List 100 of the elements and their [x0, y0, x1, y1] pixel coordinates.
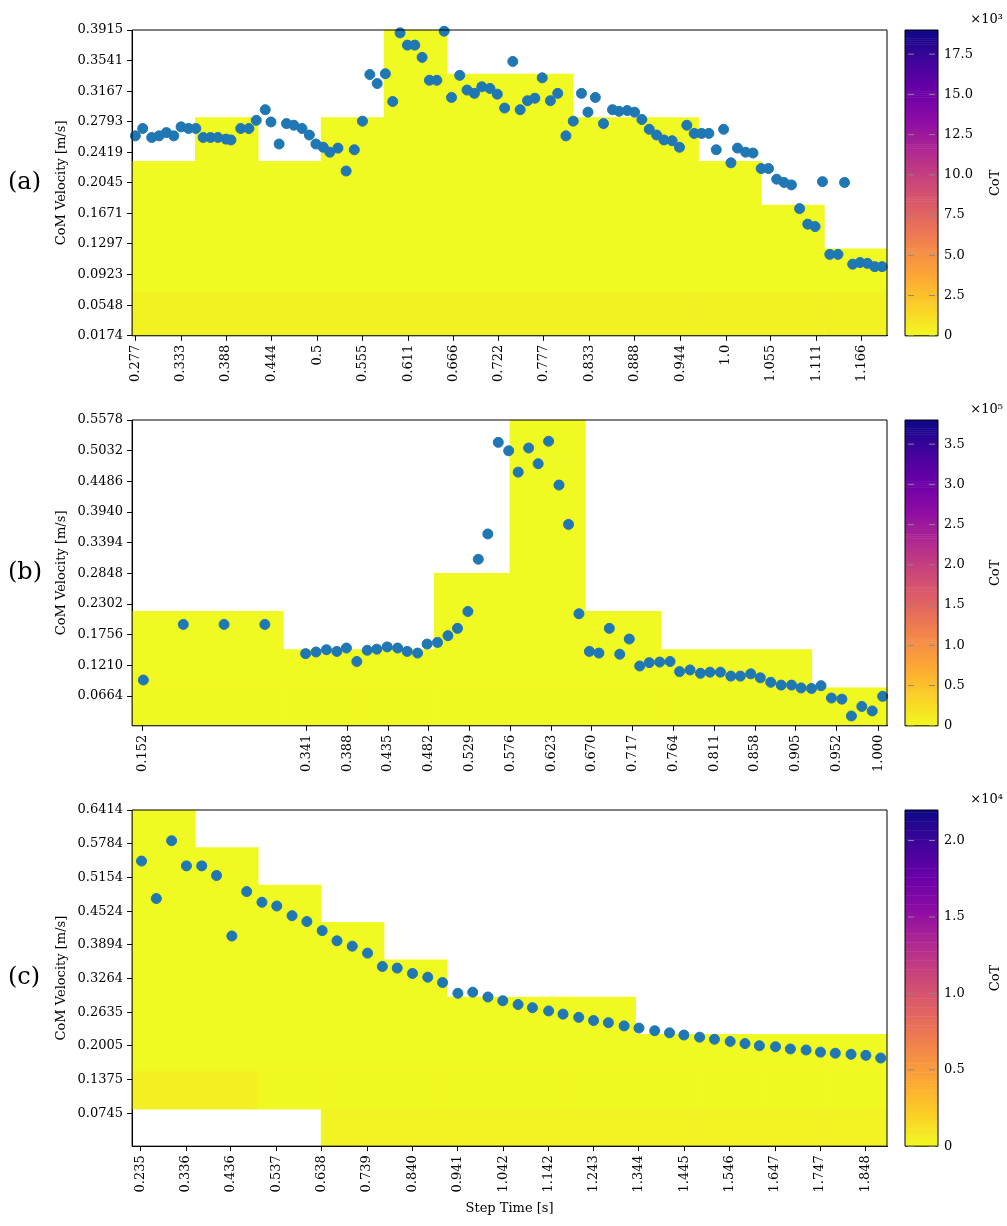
point [708, 1033, 720, 1045]
point [649, 1025, 661, 1037]
point [136, 855, 148, 867]
point [512, 999, 524, 1011]
color-bar-label: 7.5 [944, 206, 965, 222]
point [602, 1017, 614, 1029]
y-tick-label: 0.4524 [77, 902, 124, 918]
color-bar-label: 2.5 [944, 286, 965, 302]
point [316, 925, 328, 937]
color-bar-label: 0 [944, 1137, 953, 1153]
x-tick-label: 0.717 [624, 734, 640, 772]
x-tick-label: 1.647 [766, 1155, 782, 1193]
point [452, 987, 464, 999]
x-tick-label: 0.529 [461, 734, 476, 772]
x-tick-label: 1.055 [762, 344, 778, 382]
x-tick-label: 0.858 [746, 734, 762, 772]
x-tick-label: 0.336 [177, 1155, 193, 1193]
x-tick-label: 0.811 [705, 734, 721, 772]
point [362, 947, 374, 959]
y-tick-label: 0.2302 [77, 595, 124, 611]
y-axis-title: CoM Velocity [m/s] [53, 120, 69, 246]
color-bar-label: 0.5 [944, 676, 965, 692]
y-tick-label: 0.5154 [77, 868, 124, 884]
color-bar-label: 17.5 [944, 45, 973, 61]
y-tick-label: 0.3264 [77, 969, 124, 985]
y-tick-label: 0.0923 [77, 265, 124, 281]
point [376, 961, 388, 972]
point [346, 940, 358, 952]
color-bar-label: 3.5 [944, 435, 965, 451]
y-tick-label: 0.0745 [77, 1104, 124, 1120]
x-tick-label: 0.739 [358, 1155, 374, 1193]
color-bar-label: 15.0 [944, 85, 973, 101]
y-tick-label: 0.1375 [77, 1071, 124, 1087]
x-tick-label: 0.777 [535, 344, 551, 382]
point [815, 1046, 826, 1058]
x-tick-label: 0.638 [313, 1155, 329, 1193]
point [860, 1049, 872, 1061]
point [406, 967, 418, 979]
x-tick-label: 0.764 [664, 734, 680, 772]
color-bar-label: 12.5 [944, 125, 973, 141]
x-tick-label: 0.623 [542, 734, 558, 772]
point [875, 1052, 887, 1064]
x-tick-label: 1.445 [675, 1155, 691, 1193]
x-tick-label: 1.546 [721, 1155, 737, 1193]
color-bar-label: 2.0 [944, 831, 965, 847]
color-bar-label: 1.5 [944, 908, 965, 924]
x-tick-label: 0.444 [263, 344, 279, 382]
text: ×10³ [970, 10, 1003, 26]
x-tick-label: 0.5 [308, 344, 324, 366]
y-axis-title: CoM Velocity [m/s] [53, 510, 69, 636]
text: (a) [8, 167, 42, 196]
point [150, 893, 162, 905]
x-tick-label: 1.0 [717, 344, 733, 366]
point [331, 935, 343, 947]
x-tick-label: 1.848 [856, 1155, 872, 1193]
y-tick-label: 0.1297 [77, 235, 124, 251]
x-tick-label: 0.905 [787, 734, 803, 772]
point [573, 1011, 585, 1023]
color-bar-title: CoT [987, 559, 1003, 587]
y-tick-label: 0.3894 [77, 936, 124, 952]
x-tick-label: 0.952 [828, 734, 844, 772]
point [241, 886, 253, 898]
point [211, 870, 223, 882]
x-tick-label: 0.670 [583, 734, 599, 772]
y-tick-label: 0.5578 [77, 411, 124, 427]
point [800, 1044, 812, 1056]
y-tick-label: 0.1210 [77, 656, 124, 672]
point [180, 860, 192, 872]
point [256, 896, 268, 908]
point [497, 995, 509, 1007]
point [724, 1035, 736, 1047]
color-bar-label: 3.0 [944, 475, 965, 491]
y-tick-label: 0.2045 [77, 174, 124, 190]
point [422, 971, 434, 983]
y-tick-label: 0.3394 [77, 534, 124, 550]
y-tick-label: 0.3541 [77, 51, 124, 67]
x-tick-label: 0.388 [338, 734, 354, 772]
color-bar-label: 5.0 [944, 246, 965, 262]
point [226, 930, 238, 942]
y-tick-label: 0.6414 [77, 801, 124, 817]
y-tick-label: 0.2005 [77, 1037, 124, 1053]
y-tick-label: 0.1671 [77, 204, 124, 220]
color-bar-label: 10.0 [944, 166, 973, 182]
point [166, 835, 178, 847]
point [753, 1040, 765, 1052]
point [526, 1002, 538, 1014]
x-tick-label: 1.042 [494, 1155, 510, 1193]
y-tick-label: 0.5032 [77, 442, 124, 458]
x-tick-label: 0.537 [267, 1155, 283, 1193]
x-tick-label: 0.611 [399, 344, 415, 382]
color-bar-title: CoT [987, 169, 1003, 197]
point [633, 1022, 645, 1034]
point [694, 1031, 706, 1043]
y-tick-label: 0.3167 [77, 82, 124, 98]
text: ×10⁵ [970, 400, 1003, 416]
point [678, 1029, 690, 1041]
y-tick-label: 0.1756 [77, 626, 124, 642]
color-bar-label: 0 [944, 327, 953, 343]
x-tick-label: 0.482 [420, 734, 436, 772]
point [467, 986, 479, 998]
